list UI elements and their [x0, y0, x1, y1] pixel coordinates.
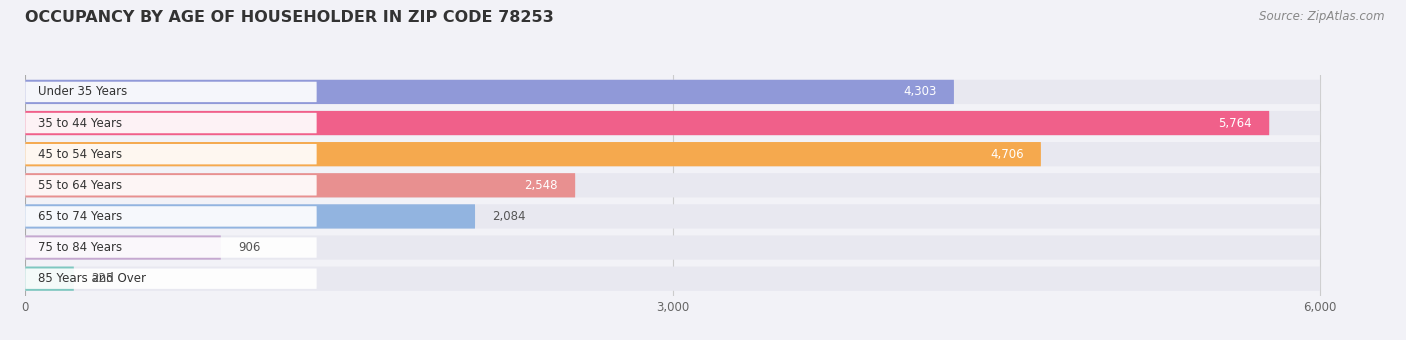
Text: Source: ZipAtlas.com: Source: ZipAtlas.com	[1260, 10, 1385, 23]
Text: 225: 225	[91, 272, 114, 285]
FancyBboxPatch shape	[25, 111, 1270, 135]
FancyBboxPatch shape	[25, 80, 1320, 104]
FancyBboxPatch shape	[25, 267, 1320, 291]
Text: 5,764: 5,764	[1219, 117, 1251, 130]
FancyBboxPatch shape	[25, 142, 1320, 166]
FancyBboxPatch shape	[25, 80, 953, 104]
FancyBboxPatch shape	[25, 206, 316, 227]
FancyBboxPatch shape	[25, 173, 1320, 198]
FancyBboxPatch shape	[25, 269, 316, 289]
FancyBboxPatch shape	[25, 267, 75, 291]
Text: OCCUPANCY BY AGE OF HOUSEHOLDER IN ZIP CODE 78253: OCCUPANCY BY AGE OF HOUSEHOLDER IN ZIP C…	[25, 10, 554, 25]
FancyBboxPatch shape	[25, 204, 1320, 228]
Text: 55 to 64 Years: 55 to 64 Years	[38, 179, 122, 192]
FancyBboxPatch shape	[25, 142, 1040, 166]
Text: 35 to 44 Years: 35 to 44 Years	[38, 117, 122, 130]
Text: Under 35 Years: Under 35 Years	[38, 85, 128, 98]
FancyBboxPatch shape	[25, 237, 316, 258]
FancyBboxPatch shape	[25, 173, 575, 198]
FancyBboxPatch shape	[25, 82, 316, 102]
Text: 4,303: 4,303	[903, 85, 936, 98]
Text: 75 to 84 Years: 75 to 84 Years	[38, 241, 122, 254]
Text: 2,084: 2,084	[492, 210, 526, 223]
Text: 4,706: 4,706	[990, 148, 1024, 161]
FancyBboxPatch shape	[25, 204, 475, 228]
FancyBboxPatch shape	[25, 175, 316, 195]
Text: 65 to 74 Years: 65 to 74 Years	[38, 210, 122, 223]
Text: 45 to 54 Years: 45 to 54 Years	[38, 148, 122, 161]
FancyBboxPatch shape	[25, 235, 221, 260]
FancyBboxPatch shape	[25, 144, 316, 164]
FancyBboxPatch shape	[25, 113, 316, 133]
Text: 906: 906	[238, 241, 260, 254]
Text: 2,548: 2,548	[524, 179, 558, 192]
FancyBboxPatch shape	[25, 235, 1320, 260]
Text: 85 Years and Over: 85 Years and Over	[38, 272, 146, 285]
FancyBboxPatch shape	[25, 111, 1320, 135]
